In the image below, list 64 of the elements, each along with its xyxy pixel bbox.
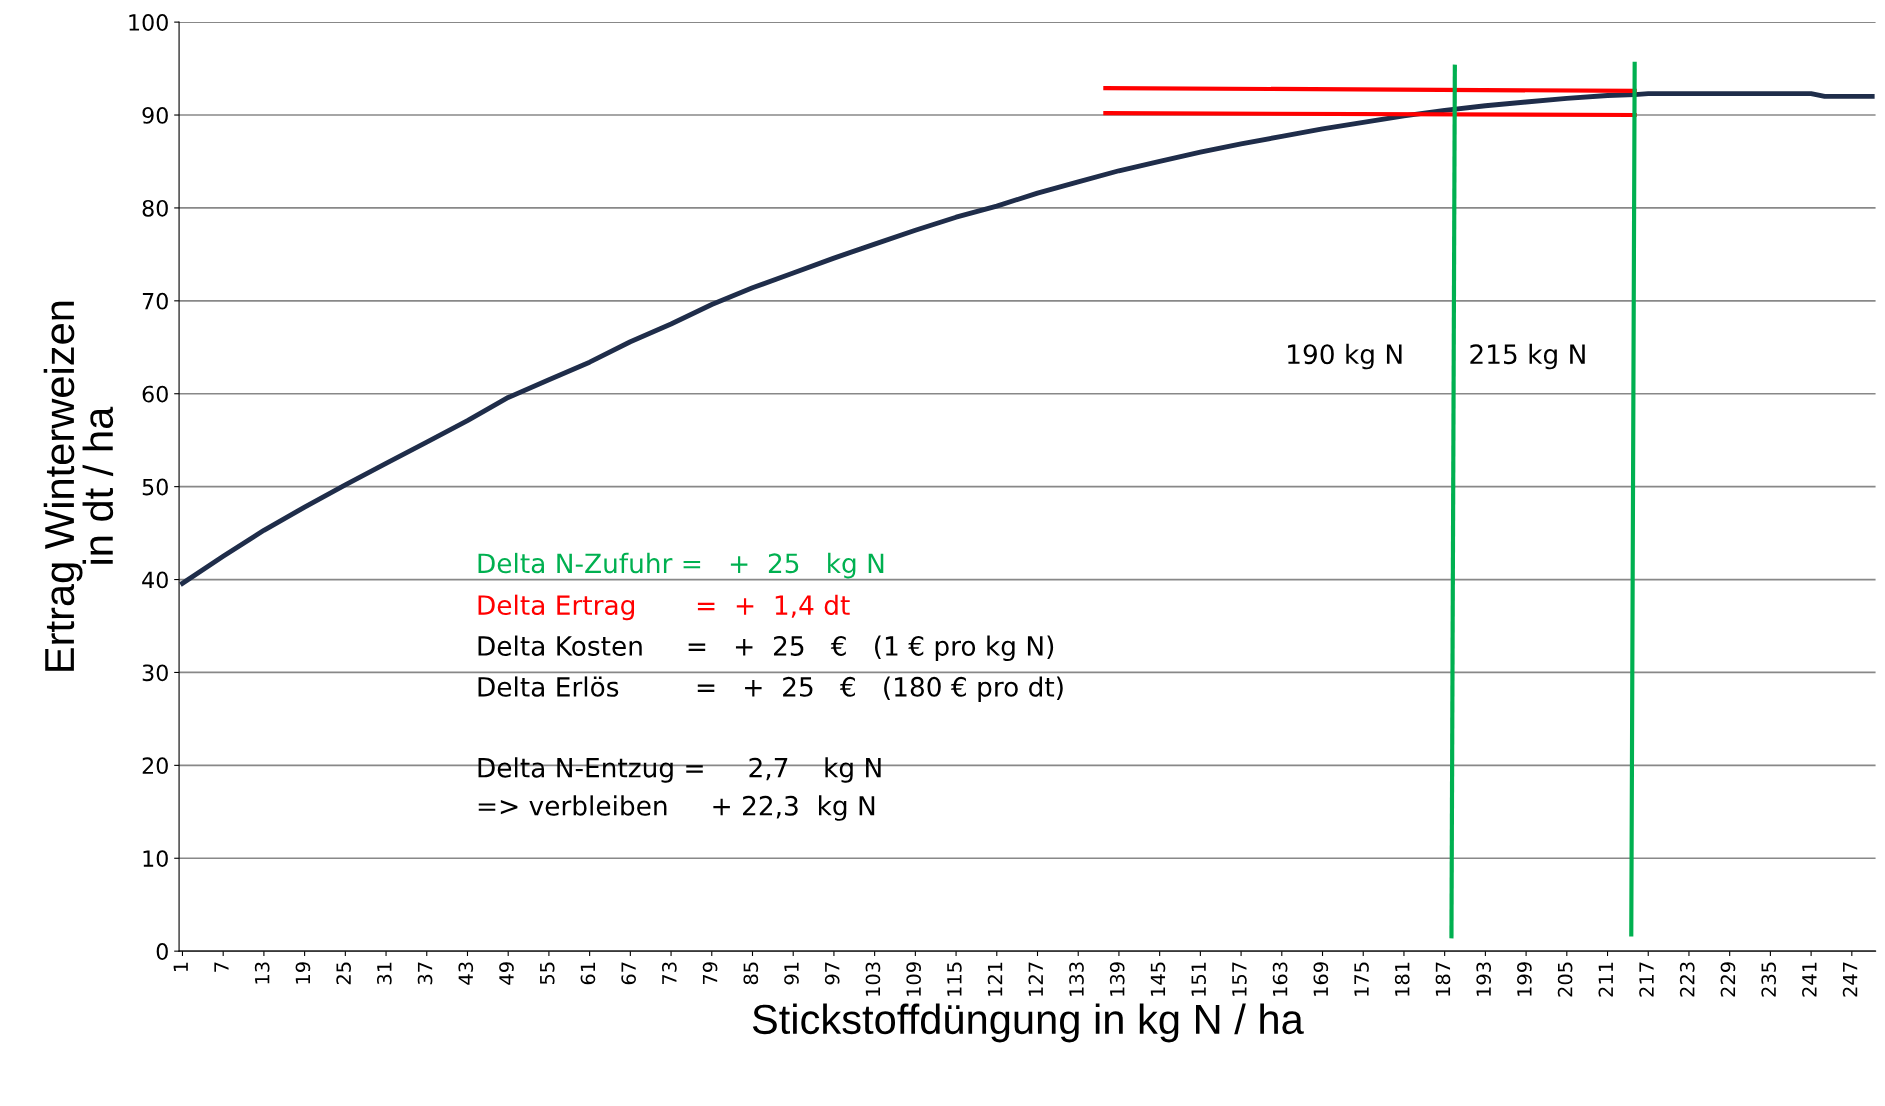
annotation: Delta N-Zufuhr = + 25 kg N — [478, 552, 884, 579]
x-tick-label: 235 — [1761, 962, 1777, 997]
y-tick-label: 90 — [142, 106, 168, 124]
x-tick-label: 43 — [458, 962, 474, 985]
x-tick-label: 49 — [499, 962, 514, 985]
x-tick-label: 127 — [1028, 962, 1043, 996]
x-tick-label: 175 — [1354, 962, 1369, 996]
x-tick-label: 187 — [1435, 962, 1451, 996]
x-tick-label: 31 — [376, 962, 392, 985]
x-tick-label: 193 — [1476, 962, 1492, 996]
x-tick-label: 61 — [580, 962, 596, 985]
x-tick-label: 25 — [336, 962, 351, 985]
x-tick-label: 121 — [987, 962, 1003, 996]
y-tick-label: 100 — [129, 14, 168, 31]
y-tick-label: 80 — [142, 199, 168, 217]
x-tick-label: 7 — [214, 962, 229, 972]
x-tick-label: 55 — [540, 962, 555, 985]
x-tick-label: 79 — [702, 962, 718, 985]
x-tick-label: 205 — [1557, 962, 1573, 997]
x-tick-label: 13 — [254, 962, 270, 984]
x-tick-label: 211 — [1598, 962, 1613, 997]
line-series — [180, 91, 1875, 586]
x-axis-title: Stickstoffdüngung in kg N / ha — [752, 1003, 1304, 1043]
y-tick-label: 40 — [142, 571, 168, 589]
x-tick-label: 199 — [1517, 962, 1532, 996]
annotation: 215 kg N — [1470, 343, 1585, 370]
x-tick-label: 247 — [1842, 962, 1858, 997]
y-tick-label: 50 — [142, 478, 168, 496]
x-tick-label: 139 — [1109, 962, 1125, 996]
x-tick-label: 133 — [1069, 962, 1084, 996]
y-tick-label: 20 — [142, 757, 168, 775]
y-tick-label: 0 — [156, 943, 168, 960]
x-tick-label: 229 — [1720, 962, 1736, 997]
annotation: Delta N-Entzug = 2,7 kg N — [478, 757, 881, 783]
x-tick-label: 115 — [947, 962, 962, 996]
x-tick-label: 181 — [1394, 962, 1410, 996]
x-tick-label: 109 — [906, 962, 921, 996]
x-tick-label: 67 — [621, 962, 636, 985]
x-tick-label: 37 — [417, 962, 433, 985]
x-tick-label: 151 — [1191, 962, 1207, 996]
annotation: 190 kg N — [1288, 343, 1402, 370]
x-tick-label: 91 — [784, 962, 799, 985]
x-tick-label: 73 — [661, 962, 677, 985]
annotation: => verbleiben + 22,3 kg N — [478, 795, 875, 821]
y-tick-label: 30 — [142, 664, 168, 682]
annotation: Delta Kosten = + 25 € (1 € pro kg N) — [478, 635, 1054, 662]
x-tick-label: 169 — [1313, 962, 1329, 996]
y-tick-label: 10 — [143, 850, 168, 868]
x-tick-label: 1 — [173, 962, 188, 972]
x-tick-label: 19 — [295, 962, 311, 984]
x-tick-label: 223 — [1679, 962, 1695, 997]
x-tick-label: 85 — [743, 962, 759, 985]
x-tick-label: 145 — [1150, 962, 1166, 996]
x-tick-label: 241 — [1802, 962, 1817, 997]
y-tick-label: 70 — [142, 292, 168, 310]
y-axis-title: Ertrag Winterweizen in dt / ha — [43, 301, 114, 671]
x-tick-label: 97 — [824, 962, 840, 985]
x-tick-label: 157 — [1232, 962, 1247, 996]
x-tick-label: 103 — [865, 962, 881, 996]
y-tick-label: 60 — [142, 385, 168, 403]
annotation: Delta Erlös = + 25 € (180 € pro dt) — [478, 676, 1063, 702]
annotation: Delta Ertrag = + 1,4 dt — [478, 594, 850, 621]
x-tick-label: 163 — [1272, 962, 1288, 996]
x-tick-label: 217 — [1639, 962, 1654, 997]
